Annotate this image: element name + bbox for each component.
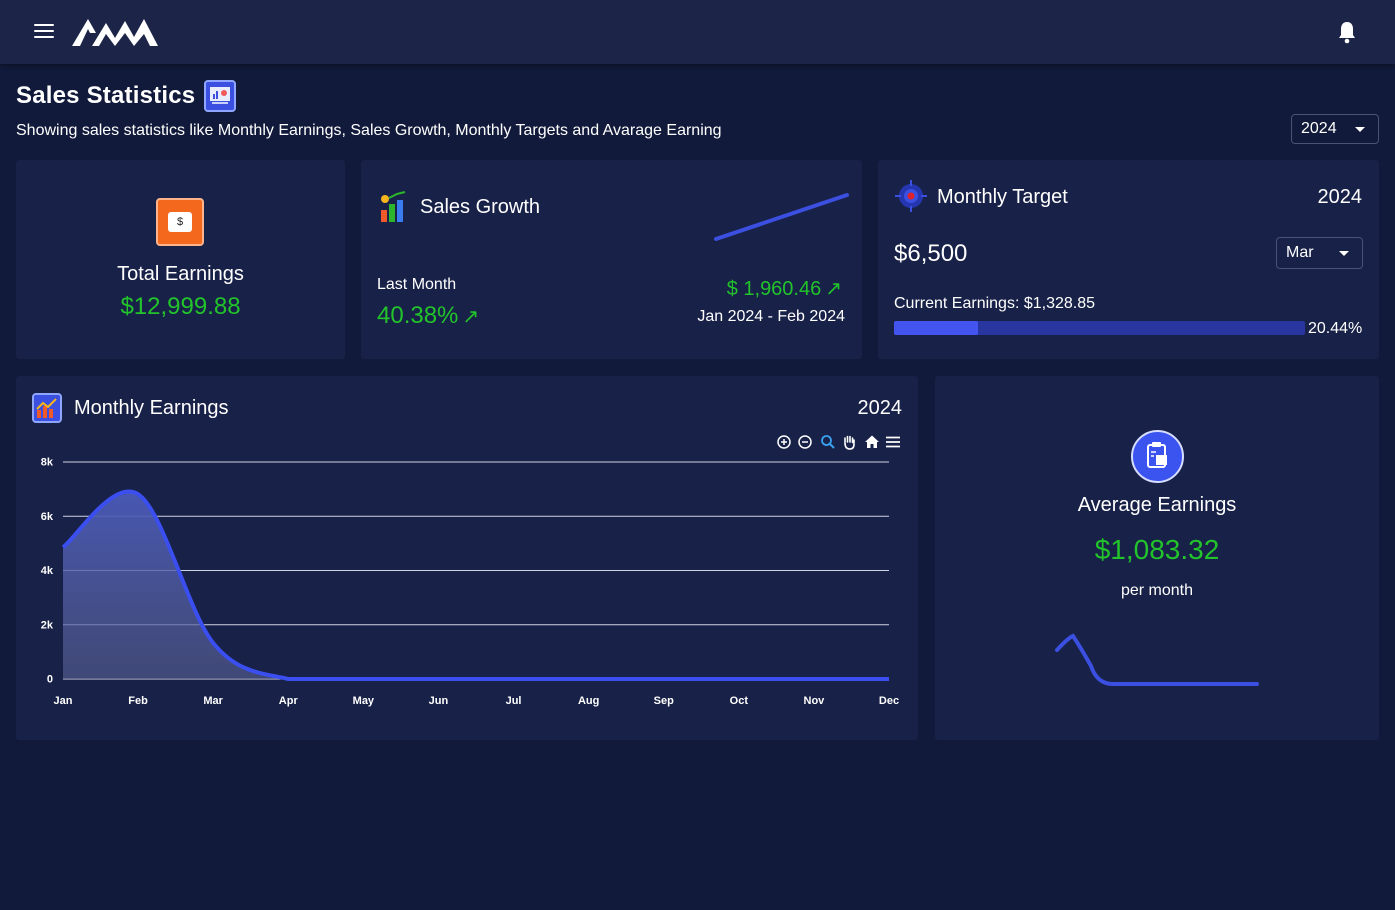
zoom-select-icon[interactable]	[820, 434, 838, 452]
monthly-target-title: Monthly Target	[937, 186, 1068, 208]
target-progress-bar	[894, 321, 1305, 335]
y-tick-label: 8k	[41, 457, 54, 469]
growth-sparkline	[714, 193, 849, 241]
y-tick-label: 4k	[41, 565, 54, 577]
growth-bars-icon	[381, 191, 406, 222]
total-earnings-value: $12,999.88	[120, 293, 241, 320]
growth-percent-value: 40.38%	[377, 302, 459, 329]
x-tick-label: Mar	[203, 695, 223, 707]
clipboard-box-icon	[1131, 430, 1184, 483]
x-tick-label: Sep	[654, 695, 674, 707]
average-earnings-unit: per month	[1120, 582, 1194, 599]
earnings-line	[61, 489, 889, 681]
total-earnings-card: $ Total Earnings $12,999.88	[16, 160, 345, 359]
pan-hand-icon[interactable]	[841, 434, 859, 452]
month-select[interactable]: Mar	[1276, 237, 1363, 269]
year-select-value: 2024	[1301, 120, 1337, 137]
growth-amount: $ 1,960.46 ↗	[727, 276, 842, 301]
chevron-down-icon	[1339, 251, 1349, 256]
presentation-chart-icon	[204, 80, 236, 112]
target-progress-percent: 20.44%	[1308, 320, 1363, 337]
target-progress-fill	[894, 321, 978, 335]
x-tick-label: Jan	[54, 695, 73, 707]
monthly-earnings-year: 2024	[857, 397, 903, 419]
x-tick-label: Jun	[429, 695, 449, 707]
current-earnings-label: Current Earnings: $1,328.85	[894, 295, 1096, 312]
growth-percent: 40.38% ↗	[377, 302, 479, 330]
month-select-value: Mar	[1286, 244, 1314, 261]
x-tick-label: May	[353, 695, 375, 707]
x-tick-label: Oct	[730, 695, 749, 707]
average-sparkline	[1055, 633, 1259, 686]
x-tick-label: Jul	[506, 695, 522, 707]
reset-home-icon[interactable]	[864, 434, 882, 452]
y-tick-label: 2k	[41, 619, 54, 631]
monthly-earnings-chart: 0 2k 4k 6k 8k Jan Feb Mar Apr May Jun Jul Aug Sep Oct N…	[41, 457, 899, 708]
x-tick-label: Aug	[578, 695, 599, 707]
top-bar	[0, 0, 1395, 64]
chevron-down-icon	[1355, 127, 1365, 132]
arrow-up-right-icon: ↗	[462, 306, 480, 328]
average-earnings-label: Average Earnings	[1077, 494, 1237, 516]
x-tick-label: Nov	[804, 695, 826, 707]
monthly-target-card: Monthly Target 2024 $6,500 Mar Current E…	[878, 160, 1379, 359]
hamburger-icon[interactable]	[34, 24, 54, 40]
line-chart-icon	[32, 393, 62, 423]
monthly-earnings-card: Monthly Earnings 2024 0 2k 4k 6k 8k Jan Feb Mar…	[16, 376, 918, 740]
x-tick-label: Feb	[128, 695, 148, 707]
last-month-label: Last Month	[377, 276, 457, 293]
dollar-bill-icon: $	[156, 198, 204, 246]
average-earnings-value: $1,083.32	[1094, 534, 1220, 565]
logo[interactable]	[70, 16, 160, 48]
arrow-up-right-icon: ↗	[825, 278, 842, 300]
zoom-in-icon[interactable]	[776, 434, 794, 452]
target-icon	[895, 180, 927, 212]
total-earnings-label: Total Earnings	[117, 263, 244, 285]
growth-amount-value: $ 1,960.46	[726, 278, 822, 300]
y-tick-label: 6k	[41, 511, 54, 523]
monthly-target-amount: $6,500	[894, 240, 968, 267]
year-select[interactable]: 2024	[1291, 114, 1379, 144]
sales-growth-title: Sales Growth	[420, 196, 541, 218]
monthly-target-year: 2024	[1317, 186, 1363, 208]
menu-icon[interactable]	[885, 434, 903, 452]
monthly-earnings-title: Monthly Earnings	[74, 397, 229, 419]
growth-date-range: Jan 2024 - Feb 2024	[697, 308, 845, 325]
x-tick-label: Dec	[879, 695, 899, 707]
sales-growth-card: Sales Growth Last Month 40.38% ↗ $ 1,960.…	[361, 160, 862, 359]
zoom-out-icon[interactable]	[797, 434, 815, 452]
x-tick-label: Apr	[279, 695, 299, 707]
y-tick-label: 0	[47, 674, 53, 686]
page-title: Sales Statistics	[16, 82, 196, 109]
earnings-area	[63, 491, 889, 679]
average-earnings-card: Average Earnings $1,083.32 per month	[935, 376, 1379, 740]
bell-icon[interactable]	[1336, 20, 1358, 44]
page-subtitle: Showing sales statistics like Monthly Ea…	[16, 122, 722, 139]
